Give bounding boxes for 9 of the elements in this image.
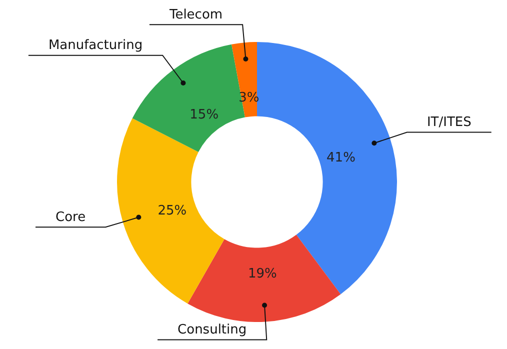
data-label: 41% [326, 150, 356, 166]
slice-label: Telecom [168, 8, 223, 23]
slice-label: Manufacturing [48, 38, 143, 54]
slice-label: Core [55, 210, 86, 226]
data-label: 19% [248, 266, 277, 282]
slice-label: Consulting [178, 322, 247, 338]
data-label: 25% [158, 204, 187, 219]
data-label: 15% [190, 107, 219, 122]
slice-label: IT/ITES [426, 115, 472, 130]
